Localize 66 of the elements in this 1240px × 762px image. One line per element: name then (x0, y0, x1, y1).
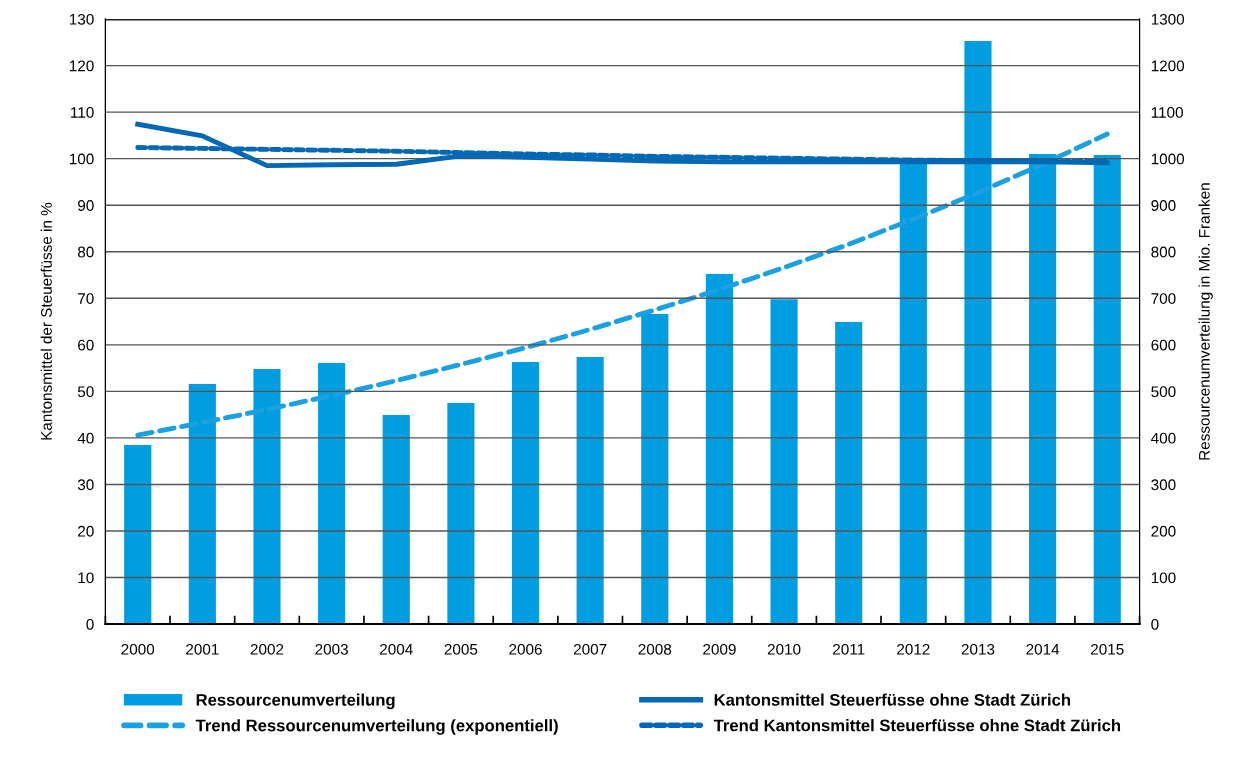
x-tick-label: 2015 (1091, 643, 1124, 655)
y-tick-label: 20 (78, 525, 94, 537)
y-tick-label: 130 (69, 13, 94, 25)
y-tick-label: 120 (69, 60, 94, 72)
bar (1029, 154, 1057, 625)
y2-tick-label: 1200 (1151, 60, 1185, 72)
y-tick-label: 50 (77, 386, 94, 398)
bar (188, 383, 216, 625)
bar (770, 299, 798, 625)
x-tick-label: 2000 (121, 643, 155, 655)
bar (1093, 154, 1121, 625)
bar (835, 322, 863, 625)
bar (511, 362, 540, 625)
bar (382, 415, 410, 625)
y-tick-label: 30 (77, 479, 94, 491)
y2-tick-label: 1100 (1151, 107, 1183, 118)
y-tick-label: 80 (77, 246, 94, 258)
x-tick-label: 2002 (250, 643, 284, 655)
x-tick-label: 2010 (767, 643, 801, 655)
x-tick-label: 2008 (638, 643, 672, 655)
y2-tick-label: 900 (1151, 200, 1176, 211)
line-series (135, 131, 1110, 438)
y2-tick-label: 300 (1151, 479, 1176, 491)
x-tick-label: 2001 (186, 643, 219, 655)
y-tick-label: 100 (69, 153, 94, 165)
y2-tick-label: 0 (1151, 618, 1159, 630)
x-tick-label: 2013 (961, 643, 995, 655)
y2-tick-label: 1300 (1151, 13, 1185, 25)
x-tick-label: 2005 (444, 643, 478, 655)
legend-label: Trend Ressourcenumverteilung (exponentiell) (195, 719, 558, 735)
y2-tick-label: 600 (1151, 339, 1176, 351)
y2-tick-label: 200 (1151, 525, 1176, 537)
bar (576, 356, 604, 625)
bar (318, 362, 346, 625)
y2-tick-label: 800 (1151, 246, 1176, 258)
y2-tick-label: 700 (1151, 293, 1176, 304)
x-tick-label: 2007 (573, 643, 607, 655)
y2-tick-label: 400 (1151, 432, 1176, 444)
x-tick-label: 2003 (315, 643, 348, 655)
bar (253, 369, 281, 625)
x-tick-label: 2014 (1026, 643, 1060, 655)
y-tick-label: 90 (78, 200, 94, 211)
legend-label: Ressourcenumverteilung (196, 693, 395, 710)
bar (705, 274, 734, 625)
y2-tick-label: 500 (1151, 386, 1176, 398)
y-tick-label: 60 (78, 339, 94, 351)
y-tick-label: 40 (77, 432, 94, 444)
y2-tick-label: 1000 (1151, 153, 1185, 165)
x-tick-label: 2006 (509, 643, 542, 655)
y-axis-title: Kantonsmittel der Steuerfüsse in % (40, 202, 52, 440)
x-tick-label: 2004 (380, 643, 413, 655)
bar (641, 314, 669, 625)
legend-label: Kantonsmittel Steuerfüsse ohne Stadt Zürich (714, 693, 1071, 706)
x-tick-label: 2011 (833, 643, 865, 655)
y2-tick-label: 100 (1151, 572, 1176, 584)
y-tick-label: 110 (71, 107, 94, 118)
y2-axis-title: Ressourcenumverteilung in Mio. Franken (1198, 183, 1213, 460)
legend-label: Trend Kantonsmittel Steuerfüsse ohne Stadt Zürich (713, 719, 1121, 732)
bar (964, 40, 992, 625)
x-tick-label: 2009 (703, 643, 736, 655)
y-tick-label: 70 (78, 293, 94, 304)
x-tick-label: 2012 (897, 643, 930, 655)
bar (124, 444, 152, 625)
y-tick-label: 10 (78, 572, 94, 584)
y-tick-label: 0 (86, 618, 94, 630)
bar (447, 403, 475, 625)
